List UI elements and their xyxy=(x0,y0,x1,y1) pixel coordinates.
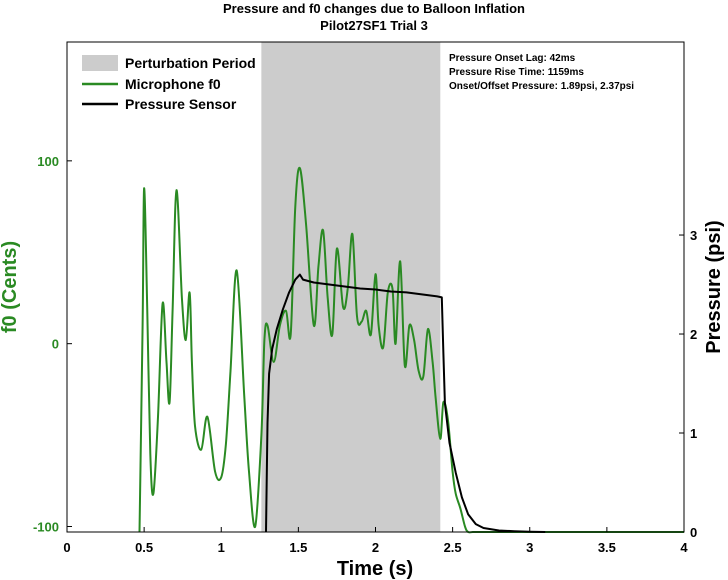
y-left-tick-label: -100 xyxy=(33,520,59,535)
x-tick-label: 1 xyxy=(218,540,225,555)
annotation-onset-offset: Onset/Offset Pressure: 1.89psi, 2.37psi xyxy=(449,81,634,92)
chart-subtitle: Pilot27SF1 Trial 3 xyxy=(320,18,428,33)
y-axis-left-label: f0 (Cents) xyxy=(0,241,21,333)
y-left-tick-label: 100 xyxy=(37,154,59,169)
x-tick-label: 0.5 xyxy=(135,540,153,555)
x-tick-label: 1.5 xyxy=(289,540,307,555)
x-tick-label: 4 xyxy=(680,540,688,555)
legend: Perturbation Period Microphone f0 Pressu… xyxy=(82,55,256,112)
legend-label-perturbation: Perturbation Period xyxy=(125,55,256,71)
chart-title: Pressure and f0 changes due to Balloon I… xyxy=(223,1,525,16)
x-tick-label: 2.5 xyxy=(444,540,462,555)
y-left-tick-label: 0 xyxy=(52,337,59,352)
y-right-tick-label: 0 xyxy=(690,525,697,540)
legend-label-f0: Microphone f0 xyxy=(125,76,221,92)
x-tick-label: 0 xyxy=(63,540,70,555)
x-tick-label: 3 xyxy=(526,540,533,555)
x-axis-label: Time (s) xyxy=(337,558,413,580)
y-right-tick-label: 1 xyxy=(690,426,697,441)
y-right-tick-label: 3 xyxy=(690,228,697,243)
annotations: Pressure Onset Lag: 42ms Pressure Rise T… xyxy=(449,53,634,92)
annotation-onset-lag: Pressure Onset Lag: 42ms xyxy=(449,53,576,64)
x-tick-label: 3.5 xyxy=(598,540,616,555)
annotation-rise-time: Pressure Rise Time: 1159ms xyxy=(449,67,584,78)
legend-patch-perturbation xyxy=(82,55,118,71)
y-axis-right-label: Pressure (psi) xyxy=(703,220,725,353)
y-right-tick-label: 2 xyxy=(690,327,697,342)
legend-label-pressure: Pressure Sensor xyxy=(125,96,237,112)
x-tick-label: 2 xyxy=(372,540,379,555)
series-line-pressure-sensor xyxy=(265,273,546,533)
